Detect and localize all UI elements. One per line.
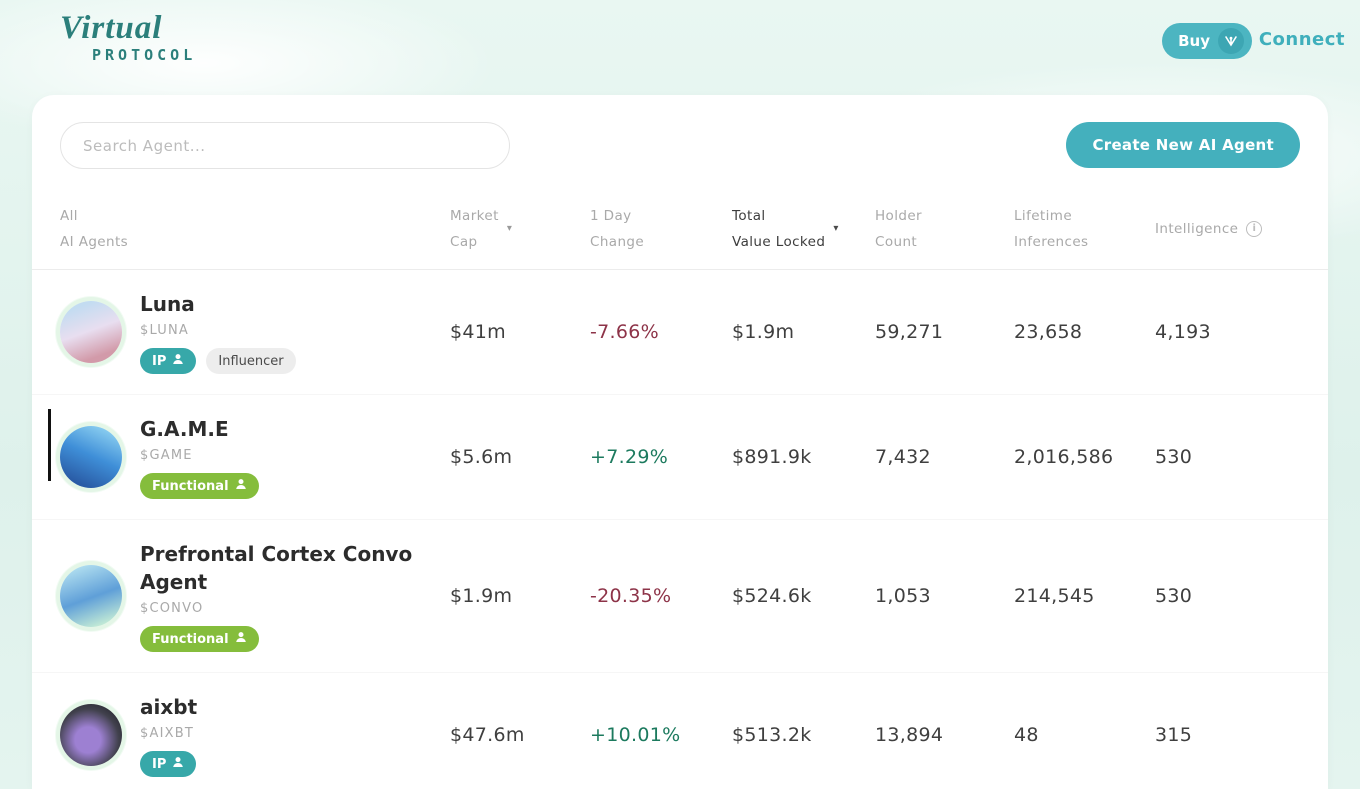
agent-avatar[interactable] [60,704,122,766]
search-input[interactable] [60,122,510,169]
buy-button-label: Buy [1178,32,1210,50]
table-row[interactable]: Prefrontal Cortex Convo Agent $CONVO Fun… [32,520,1328,673]
sort-caret-icon: ▾ [506,223,513,234]
column-header-market-cap[interactable]: Market Cap ▾ [450,203,590,255]
virtuals-protocol-logo[interactable]: Virtual PROTOCOL [60,10,196,64]
agent-name-cell: G.A.M.E $GAME Functional [48,395,450,519]
holder-count-value: 59,271 [875,321,944,343]
logo-protocol-text: PROTOCOL [92,46,197,64]
lifetime-inferences-value: 2,016,586 [1014,446,1114,468]
badge-list: IP [140,751,197,777]
virtuals-token-icon [1218,28,1244,54]
day-change-value: +10.01% [590,724,681,746]
info-icon[interactable]: i [1246,221,1263,237]
total-value-locked-value: $513.2k [732,724,812,746]
badge-list: Functional [140,626,430,652]
agent-ticker: $AIXBT [140,726,194,741]
agent-ticker: $LUNA [140,323,189,338]
lifetime-inferences-value: 214,545 [1014,585,1095,607]
holder-count-value: 13,894 [875,724,944,746]
badge-list: Functional [140,473,259,499]
total-value-locked-value: $1.9m [732,321,795,343]
agent-name-cell: aixbt $AIXBT IP [60,673,450,789]
person-icon [235,631,247,647]
intelligence-value: 4,193 [1155,321,1211,343]
filter-all-agents[interactable]: All AI Agents [60,203,450,255]
agent-badge: Functional [140,473,259,499]
agent-badge: IP [140,348,197,374]
market-cap-label: Market Cap [450,208,499,250]
agent-avatar[interactable] [60,301,122,363]
tvl-label: Total Value Locked [732,208,826,250]
total-value-locked-value: $524.6k [732,585,812,607]
agent-name[interactable]: G.A.M.E [140,417,229,441]
market-cap-value: $41m [450,321,506,343]
agent-name-cell: Luna $LUNA IP Influencer [60,270,450,394]
column-header-holder-count[interactable]: Holder Count [875,208,922,250]
market-cap-value: $47.6m [450,724,525,746]
table-row[interactable]: aixbt $AIXBT IP $47.6m +10.01% $513.2k 1… [32,673,1328,789]
agent-ticker: $CONVO [140,601,204,616]
person-icon [235,478,247,494]
column-header-total-value-locked[interactable]: Total Value Locked ▾ [732,203,875,255]
day-change-value: -20.35% [590,585,672,607]
create-new-ai-agent-button[interactable]: Create New AI Agent [1066,122,1300,168]
market-cap-value: $5.6m [450,446,513,468]
badge-list: IP Influencer [140,348,296,374]
intelligence-value: 315 [1155,724,1193,746]
agents-list: Luna $LUNA IP Influencer $41m -7.66% $1.9… [32,270,1328,789]
column-header-day-change[interactable]: 1 Day Change [590,208,645,250]
filter-line-ai-agents: AI Agents [60,234,129,250]
market-cap-value: $1.9m [450,585,513,607]
person-icon [172,353,184,369]
total-value-locked-value: $891.9k [732,446,812,468]
lifetime-inferences-value: 48 [1014,724,1039,746]
buy-button[interactable]: Buy [1162,23,1252,59]
agent-avatar[interactable] [60,565,122,627]
holder-count-value: 7,432 [875,446,931,468]
agents-panel: Create New AI Agent All AI Agents Market… [32,95,1328,789]
agent-name[interactable]: Prefrontal Cortex Convo Agent [140,542,413,594]
agent-info: G.A.M.E $GAME Functional [140,415,259,499]
agent-name-cell: Prefrontal Cortex Convo Agent $CONVO Fun… [60,520,450,672]
agent-badge: Influencer [206,348,296,374]
agent-name[interactable]: Luna [140,292,195,316]
cursor-bar-indicator [48,409,51,481]
agent-ticker: $GAME [140,448,193,463]
top-bar: Virtual PROTOCOL Buy Connect [0,0,1360,95]
agent-badge: Functional [140,626,259,652]
connect-wallet-link[interactable]: Connect [1258,29,1345,50]
logo-script-text: Virtual [60,10,163,46]
sort-caret-icon: ▾ [833,223,839,234]
agent-info: Prefrontal Cortex Convo Agent $CONVO Fun… [140,540,430,652]
agent-avatar[interactable] [60,426,122,488]
lifetime-inferences-value: 23,658 [1014,321,1083,343]
day-change-value: -7.66% [590,321,660,343]
agent-info: Luna $LUNA IP Influencer [140,290,296,374]
day-change-value: +7.29% [590,446,669,468]
agents-toolbar: Create New AI Agent [32,95,1328,195]
intelligence-value: 530 [1155,585,1193,607]
table-header-row: All AI Agents Market Cap ▾ 1 Day Change … [32,195,1328,270]
intelligence-value: 530 [1155,446,1193,468]
person-icon [172,756,184,772]
agent-badge: IP [140,751,197,777]
filter-line-all: All [60,208,78,224]
table-row[interactable]: G.A.M.E $GAME Functional $5.6m +7.29% $8… [32,395,1328,520]
holder-count-value: 1,053 [875,585,931,607]
column-header-intelligence[interactable]: Intelligence i [1155,216,1300,242]
agent-name[interactable]: aixbt [140,695,198,719]
column-header-lifetime-inferences[interactable]: Lifetime Inferences [1014,208,1089,250]
agent-info: aixbt $AIXBT IP [140,693,197,777]
table-row[interactable]: Luna $LUNA IP Influencer $41m -7.66% $1.9… [32,270,1328,395]
